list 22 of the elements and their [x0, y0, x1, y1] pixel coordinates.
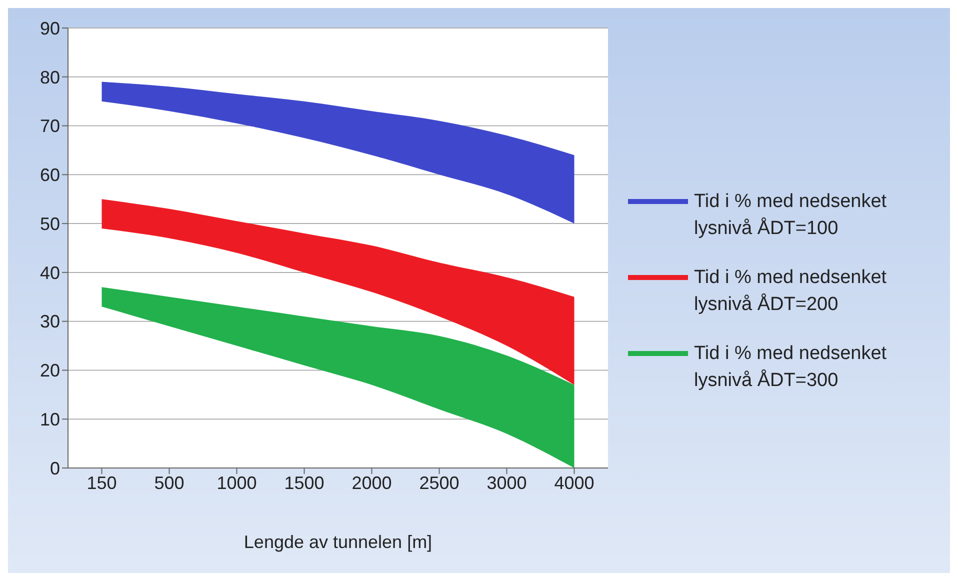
y-tick-label: 20 — [40, 360, 60, 381]
x-tick-label: 1500 — [284, 472, 324, 493]
legend-label: Tid i % med nedsenket lysnivå ÅDT=300 — [694, 342, 888, 393]
x-tick-label: 2000 — [352, 472, 392, 493]
y-tick-label: 40 — [40, 262, 60, 283]
legend-label: Tid i % med nedsenket lysnivå ÅDT=200 — [694, 266, 888, 317]
y-tick-label: 70 — [40, 116, 60, 136]
x-axis-title: Lengde av tunnelen [m] — [244, 532, 432, 552]
x-tick-label: 2500 — [419, 472, 460, 493]
y-tick-label: 80 — [40, 67, 60, 88]
y-tick-label: 30 — [40, 312, 60, 332]
y-tick-label: 90 — [40, 18, 60, 38]
y-tick-label: 10 — [40, 410, 60, 430]
y-tick-label: 0 — [50, 458, 60, 478]
x-tick-label: 3000 — [486, 472, 527, 493]
legend-label: Tid i % med nedsenket lysnivå ÅDT=100 — [694, 190, 888, 241]
x-tick-label: 4000 — [554, 472, 594, 493]
y-tick-label: 50 — [40, 214, 60, 234]
y-tick-label: 60 — [40, 165, 60, 186]
x-tick-label: 150 — [86, 472, 117, 493]
x-tick-label: 1000 — [216, 472, 257, 493]
x-tick-label: 500 — [154, 472, 184, 493]
